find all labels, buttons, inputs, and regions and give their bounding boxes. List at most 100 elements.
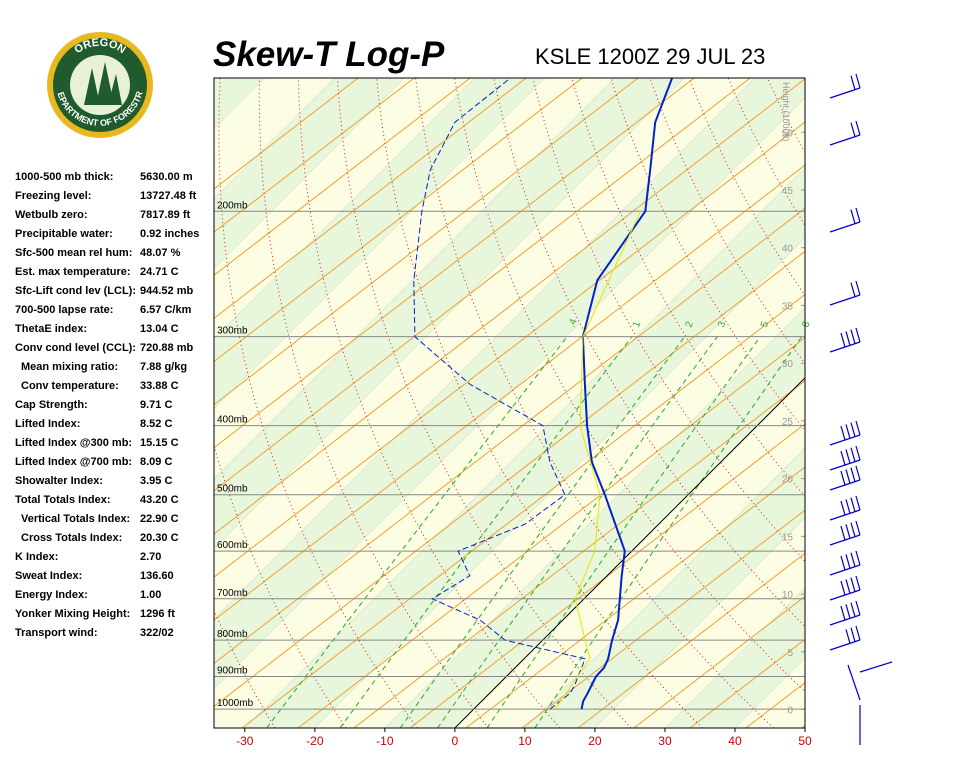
stat-value: 136.60 [140,570,174,582]
barb-flag [840,470,846,486]
stat-value: 8.09 C [140,456,173,468]
orange-guide [214,78,583,363]
x-tick-label: -10 [376,734,394,748]
barb-flag [850,552,856,567]
y2-tick-label: 30 [782,359,794,370]
y-tick-label: 700mb [217,588,248,599]
stat-row: Mean mixing ratio: 7.88 g/kg [15,358,199,377]
barb-flag [855,280,861,296]
wind-barb [829,207,861,233]
wind-barb [829,495,861,521]
stats-panel: 1000-500 mb thick: 5630.00 m Freezing leve… [15,168,199,643]
mixing-ratio-label: 1 [631,320,643,329]
wind-barb [829,550,861,576]
barb-staff [847,664,861,701]
barb-staff [859,661,893,673]
stat-row: Total Totals Index: 43.20 C [15,491,199,510]
stat-row: Cap Strength: 9.71 C [15,396,199,415]
y-tick-label: 800mb [217,629,248,640]
barb-flag [850,447,856,462]
stat-row: Energy Index: 1.00 [15,586,199,605]
mixing-ratio-label: .4 [567,317,580,329]
stat-label: Freezing level: [15,190,92,202]
y2-tick-label: 10 [782,590,794,601]
mixing-ratio-line [437,336,718,728]
barb-flag [845,554,851,569]
mixing-ratio-line [266,336,568,728]
logo-center [70,55,130,115]
barb-flag [840,425,846,441]
y-tick-label: 600mb [217,540,248,551]
barb-flag [840,450,846,466]
barb-flag [850,467,856,482]
orange-guide [521,509,805,728]
barb-flag [845,524,851,539]
mixing-ratio-line [339,336,633,728]
stat-value: 3.95 C [140,475,173,487]
x-tick-label: 10 [518,734,532,748]
barb-flag [855,420,861,436]
mixing-ratio-label: 8 [800,320,812,329]
x-tick-label: -20 [306,734,324,748]
stat-label: Total Totals Index: [15,494,111,506]
barb-flag [855,465,861,481]
mixing-ratio-label: 2 [684,320,696,329]
stat-row: Sweat Index: 136.60 [15,567,199,586]
y2-tick-label: 0 [787,706,793,717]
stat-label: ThetaE index: [15,323,88,335]
mixing-ratio-line [486,336,761,728]
stat-value: 15.15 C [140,437,179,449]
stat-value: 5630.00 m [140,171,193,183]
stat-label: Mean mixing ratio: [21,361,119,373]
barb-flag [850,577,856,592]
stat-label: Showalter Index: [15,475,104,487]
logo-top: OREGON [72,37,127,57]
overlay: .4 1 2 3 5 81000mb900mb800mb700mb600mb500mb40… [217,82,813,748]
barb-flag [840,500,846,516]
barb-flag [855,445,861,461]
stat-row: Cross Totals Index: 20.30 C [15,529,199,548]
stat-label: Lifted Index @700 mb: [15,456,133,468]
mixing-ratio-line [534,336,803,728]
orange-guide [409,423,805,728]
stat-row: K Index: 2.70 [15,548,199,567]
wind-barb [829,445,861,471]
barb-flag [850,602,856,617]
stat-value: 0.92 inches [140,228,200,240]
stat-label: Vertical Totals Index: [21,513,131,525]
orange-guide [241,293,805,728]
barb-flag [840,580,846,596]
stat-label: Cap Strength: [15,399,88,411]
stat-row: ThetaE index: 13.04 C [15,320,199,339]
stat-label: Conv temperature: [21,380,119,392]
barb-flag [855,600,861,616]
stat-value: 43.20 C [140,494,179,506]
stat-label: K Index: [15,551,59,563]
stat-row: Sfc-Lift cond lev (LCL): 944.52 mb [15,282,199,301]
x-tick-label: 30 [658,734,672,748]
barb-flag [850,329,856,344]
chart-title: Skew-T Log-P [213,35,445,74]
stat-label: 700-500 lapse rate: [15,304,114,316]
stat-label: Sweat Index: [15,570,83,582]
stat-value: 8.52 C [140,418,173,430]
barb-flag [845,629,851,644]
y-tick-label: 400mb [217,415,248,426]
stat-value: 1.00 [140,589,162,601]
logo: OREGON DEPARTMENT OF FORESTRY [0,0,153,138]
stat-label: Yonker Mixing Height: [15,608,131,620]
orange-guide [214,207,805,664]
x-tick-label: 0 [452,734,459,748]
stat-label: Sfc-500 mean rel hum: [15,247,133,259]
isotherm-band [804,727,805,728]
profile-line [580,78,674,710]
barb-flag [845,499,851,514]
orange-guide [858,74,960,729]
logo-tree [84,68,100,105]
stat-value: 48.07 % [140,247,181,259]
stat-value: 24.71 C [140,266,179,278]
orange-guide [214,164,805,621]
barb-flag [845,579,851,594]
chart-subtitle: KSLE 1200Z 29 JUL 23 [535,44,765,69]
logo-text: OREGON [72,37,127,57]
